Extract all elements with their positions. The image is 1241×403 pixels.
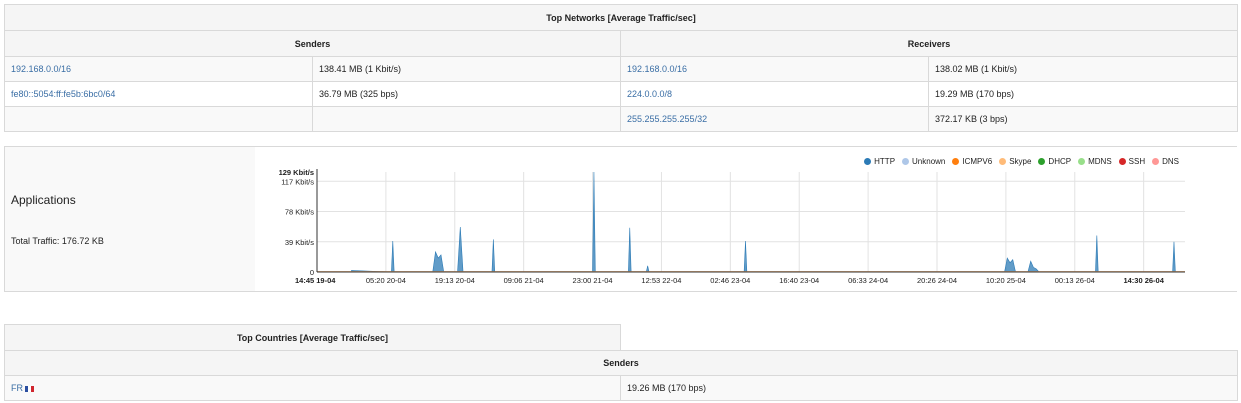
france-flag-icon	[25, 385, 34, 392]
legend-item[interactable]: Unknown	[902, 157, 945, 166]
legend-dot-icon	[864, 158, 872, 165]
receivers-header: Receivers	[619, 30, 1239, 57]
legend-label: Skype	[1009, 157, 1032, 166]
receiver-traffic-value: 138.02 MB (1 Kbit/s)	[927, 56, 1239, 82]
x-tick-label: 20:26 24-04	[917, 276, 957, 285]
table-row: 192.168.0.0/16 138.41 MB (1 Kbit/s) 192.…	[4, 56, 1239, 82]
applications-title: Applications	[11, 193, 76, 207]
legend-item[interactable]: SSH	[1118, 157, 1146, 166]
countries-senders-header: Senders	[4, 350, 1238, 376]
sender-network-cell	[4, 106, 313, 132]
sender-traffic-value: 36.79 MB (325 bps)	[312, 81, 621, 107]
y-tick-label: 117 Kbit/s	[281, 177, 314, 186]
applications-panel: Applications Total Traffic: 176.72 KB HT…	[4, 146, 1237, 292]
receiver-network-link[interactable]: 224.0.0.0/8	[627, 89, 673, 99]
y-tick-label: 129 Kbit/s	[279, 168, 314, 177]
receiver-traffic-value: 372.17 KB (3 bps)	[927, 106, 1239, 132]
legend-dot-icon	[999, 158, 1007, 165]
legend-dot-icon	[1078, 158, 1086, 165]
x-tick-label: 10:20 25-04	[986, 276, 1026, 285]
y-tick-label: 78 Kbit/s	[285, 208, 314, 217]
receiver-network-link[interactable]: 255.255.255.255/32	[627, 114, 708, 124]
x-tick-label: 16:40 23-04	[779, 276, 819, 285]
chart-legend: HTTP Unknown ICMPV6 Skype DHCP MDNS SSH DNS	[864, 157, 1179, 166]
table-row: 255.255.255.255/32 372.17 KB (3 bps)	[4, 106, 1239, 132]
sender-network-link[interactable]: fe80::5054:ff:fe5b:6bc0/64	[11, 89, 116, 99]
x-tick-label: 19:13 20-04	[435, 276, 475, 285]
applications-chart: HTTP Unknown ICMPV6 Skype DHCP MDNS SSH DNS 129…	[255, 147, 1237, 291]
legend-label: SSH	[1128, 157, 1146, 166]
top-networks-title: Top Networks [Average Traffic/sec]	[3, 4, 1239, 31]
x-tick-label: 12:53 22-04	[641, 276, 681, 285]
legend-dot-icon	[1152, 158, 1160, 165]
legend-label: DNS	[1162, 157, 1179, 166]
x-tick-label: 23:00 21-04	[573, 276, 613, 285]
legend-item[interactable]: ICMPV6	[952, 157, 992, 166]
x-tick-label: 05:20 20-04	[366, 276, 406, 285]
legend-label: MDNS	[1088, 157, 1112, 166]
table-row: fe80::5054:ff:fe5b:6bc0/64 36.79 MB (325…	[4, 81, 1239, 107]
legend-label: Unknown	[912, 157, 946, 166]
legend-dot-icon	[902, 158, 910, 165]
legend-label: HTTP	[874, 157, 896, 166]
receiver-traffic-value: 19.29 MB (170 bps)	[927, 81, 1239, 107]
series-area-http	[351, 171, 1176, 273]
y-tick-label: 0	[310, 268, 314, 277]
legend-item[interactable]: DHCP	[1038, 157, 1071, 166]
legend-dot-icon	[952, 158, 960, 165]
top-countries-table: Top Countries [Average Traffic/sec] Send…	[4, 324, 1238, 401]
x-tick-label: 06:33 24-04	[848, 276, 888, 285]
legend-label: DHCP	[1048, 157, 1072, 166]
y-tick-label: 39 Kbit/s	[285, 238, 314, 247]
x-tick-label: 02:46 23-04	[710, 276, 750, 285]
sender-traffic-value: 138.41 MB (1 Kbit/s)	[312, 56, 621, 82]
x-tick-label: 00:13 26-04	[1055, 276, 1095, 285]
senders-header: Senders	[4, 30, 621, 57]
legend-item[interactable]: HTTP	[864, 157, 895, 166]
table-row: FR 19.26 MB (170 bps)	[4, 375, 1238, 401]
total-traffic-label: Total Traffic: 176.72 KB	[11, 236, 104, 246]
sender-network-link[interactable]: 192.168.0.0/16	[11, 64, 72, 74]
legend-dot-icon	[1118, 158, 1126, 165]
legend-item[interactable]: MDNS	[1078, 157, 1112, 166]
receiver-network-link[interactable]: 192.168.0.0/16	[627, 64, 688, 74]
country-link[interactable]: FR	[11, 383, 23, 393]
legend-item[interactable]: DNS	[1152, 157, 1179, 166]
top-countries-title: Top Countries [Average Traffic/sec]	[4, 324, 621, 351]
legend-item[interactable]: Skype	[999, 157, 1031, 166]
legend-label: ICMPV6	[962, 157, 993, 166]
x-tick-label: 14:45 19-04	[295, 276, 336, 285]
x-tick-label: 09:06 21-04	[504, 276, 544, 285]
sender-traffic-value	[312, 106, 621, 132]
legend-dot-icon	[1038, 158, 1046, 165]
country-traffic-value: 19.26 MB (170 bps)	[620, 375, 1238, 401]
x-tick-label: 14:30 26-04	[1123, 276, 1164, 285]
top-networks-table: Top Networks [Average Traffic/sec] Sende…	[3, 4, 1239, 132]
